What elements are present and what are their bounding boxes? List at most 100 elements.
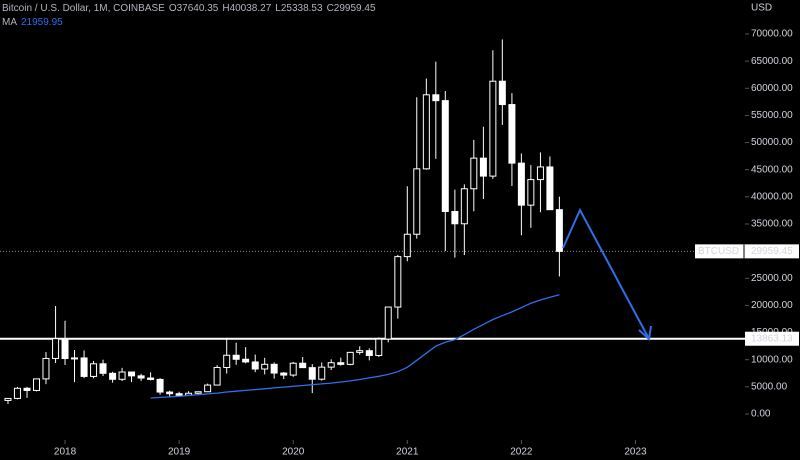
last-price-badge	[695, 244, 799, 259]
candle-body	[489, 80, 497, 177]
candle-body	[498, 80, 506, 106]
candle-body	[156, 378, 164, 393]
ohlc-item: O37640.35	[169, 3, 219, 14]
y-tick-label: 60000.00	[751, 83, 793, 94]
candle-body	[213, 366, 221, 386]
candle-body	[270, 363, 278, 374]
candle-body	[128, 371, 136, 377]
candle-body	[280, 372, 288, 376]
candle-body	[517, 162, 525, 206]
candle-body	[147, 377, 155, 380]
candle-body	[52, 338, 60, 359]
candle-body	[204, 384, 212, 393]
candle-body	[327, 362, 335, 368]
candle-body	[527, 179, 535, 206]
candle-body	[223, 354, 231, 368]
level-value: 13863.13	[751, 333, 793, 344]
candle-body	[536, 166, 544, 181]
candle-body	[242, 358, 250, 363]
level-badge	[745, 331, 799, 346]
candle-body	[4, 397, 12, 401]
x-tick-label: 2022	[510, 447, 533, 458]
candle-body	[422, 94, 430, 170]
y-axis-label: USD	[751, 3, 772, 14]
y-tick-label: 25000.00	[751, 273, 793, 284]
ma-value: 21959.95	[21, 17, 63, 28]
x-tick-label: 2023	[624, 447, 647, 458]
candle-body	[71, 357, 78, 360]
y-tick-label: 35000.00	[751, 219, 793, 230]
candle-body	[23, 387, 31, 391]
y-tick-label: 65000.00	[751, 56, 793, 67]
ohlc-value: 29959.45	[333, 3, 376, 14]
candle-body	[42, 357, 50, 380]
candle-body	[451, 211, 459, 225]
candle-body	[261, 363, 269, 370]
arrow-head	[638, 325, 652, 341]
candle-body	[356, 350, 364, 353]
candle-body	[508, 104, 516, 164]
candle-body	[99, 363, 107, 374]
candle-body	[470, 157, 478, 190]
candle-body	[299, 362, 307, 369]
candle-body	[318, 366, 326, 380]
ohlc-label: C	[326, 3, 334, 14]
y-tick-label: 55000.00	[751, 110, 793, 121]
candle-body	[118, 371, 126, 380]
y-tick-label: 50000.00	[751, 137, 793, 148]
y-tick-label: 20000.00	[751, 300, 793, 311]
ohlc-label: H	[222, 3, 230, 14]
candle-body	[346, 351, 354, 365]
arrow-drawing	[562, 207, 649, 338]
candle-body	[308, 367, 316, 380]
candle-body	[441, 100, 449, 213]
symbol: Bitcoin / U.S. Dollar, 1M, COINBASE	[2, 3, 165, 14]
candle-body	[194, 391, 202, 394]
candle-body	[555, 209, 563, 252]
y-tick-label: 70000.00	[751, 29, 793, 40]
y-tick-label: 0.00	[751, 409, 771, 420]
y-tick-label: 10000.00	[751, 354, 793, 365]
candle-body	[384, 306, 392, 340]
y-tick-label: 5000.00	[751, 381, 788, 392]
candle-body	[546, 166, 554, 211]
ohlc-value: 40038.27	[229, 3, 272, 14]
candle-body	[365, 350, 373, 356]
candle-body	[166, 391, 174, 395]
ohlc-item: L25338.53	[275, 3, 322, 14]
candle-body	[479, 157, 487, 177]
x-tick-label: 2021	[396, 447, 419, 458]
ohlc: O37640.35 H40038.27 L25338.53 C29959.45	[169, 3, 380, 14]
ohlc-value: 37640.35	[176, 3, 219, 14]
candle-body	[251, 361, 259, 370]
candle-body	[61, 338, 69, 360]
candle-body	[13, 387, 21, 399]
ohlc-value: 25338.53	[280, 3, 323, 14]
candle-body	[175, 393, 183, 396]
candle-body	[394, 256, 402, 308]
legend: Bitcoin / U.S. Dollar, 1M, COINBASE O3764…	[2, 2, 384, 30]
ohlc-label: O	[168, 3, 177, 14]
candle-body	[33, 378, 41, 391]
candle-body	[375, 338, 383, 356]
candle-body	[413, 168, 421, 235]
plot: 0.005000.0010000.0015000.0020000.0025000…	[0, 3, 799, 458]
candle-body	[137, 375, 145, 379]
candle-body	[432, 94, 440, 102]
candle-body	[80, 357, 88, 377]
candle-body	[90, 363, 98, 377]
x-tick-label: 2018	[54, 447, 77, 458]
candle-body	[289, 362, 297, 376]
last-price-value: 29959.45	[751, 246, 793, 257]
ma-label: MA	[2, 17, 17, 28]
ohlc-item: C29959.45	[327, 3, 376, 14]
candle-body	[232, 354, 240, 360]
candle-body	[460, 188, 468, 225]
ohlc-label: L	[275, 3, 281, 14]
candle-body	[109, 372, 117, 380]
y-tick-label: 40000.00	[751, 191, 793, 202]
ma-row: MA 21959.95	[2, 16, 384, 30]
y-tick-label: 45000.00	[751, 164, 793, 175]
